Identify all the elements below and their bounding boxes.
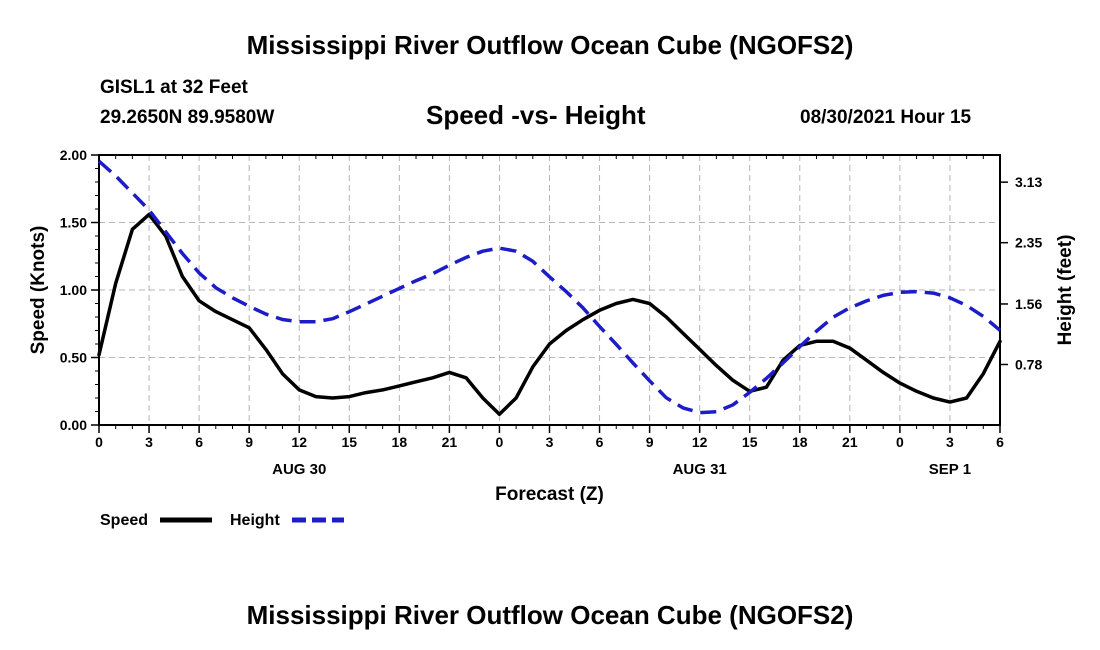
footer-title: Mississippi River Outflow Ocean Cube (NG… [246,600,854,630]
x-tick-label: 6 [596,434,604,450]
y-tick-label: 1.00 [60,282,87,298]
x-tick-label: 3 [546,434,554,450]
x-tick-label: 12 [692,434,708,450]
plot-frame [98,154,1001,426]
legend-label-speed: Speed [100,512,148,529]
chart-title: Mississippi River Outflow Ocean Cube (NG… [246,30,854,60]
station-label: GISL1 at 32 Feet [100,77,248,98]
height-series-line [97,159,1002,415]
x-tick-label: 6 [195,434,203,450]
station-coordinates: 29.2650N 89.9580W [100,107,275,128]
x-tick-label: 9 [245,434,253,450]
y2-tick-label: 2.35 [1015,235,1042,251]
y2-axis-title: Height (feet) [1055,235,1076,346]
x-tick-label: 3 [946,434,954,450]
x-tick-label: 0 [496,434,504,450]
x-tick-label: 12 [291,434,307,450]
x-axis-title: Forecast (Z) [495,484,604,505]
y-tick-label: 1.50 [60,215,87,231]
date-label: AUG 31 [673,461,727,478]
x-tick-label: 15 [742,434,758,450]
x-tick-label: 21 [442,434,458,450]
date-label: AUG 30 [272,461,326,478]
x-tick-label: 9 [646,434,654,450]
date-label: SEP 1 [929,461,971,478]
y2-tick-label: 3.13 [1015,174,1042,190]
plot-title: Speed -vs- Height [426,100,646,130]
x-tick-label: 18 [792,434,808,450]
x-tick-label: 21 [842,434,858,450]
x-tick-label: 18 [392,434,408,450]
x-tick-label: 0 [896,434,904,450]
legend-label-height: Height [230,512,280,529]
y2-tick-label: 0.78 [1015,356,1042,372]
y-tick-label: 0.00 [60,417,87,433]
y2-tick-label: 1.56 [1015,296,1042,312]
forecast-timestamp: 08/30/2021 Hour 15 [800,107,972,128]
x-tick-label: 6 [996,434,1004,450]
y-tick-label: 2.00 [60,147,87,163]
y-tick-label: 0.50 [60,350,87,366]
x-tick-label: 0 [95,434,103,450]
x-tick-label: 3 [145,434,153,450]
x-tick-label: 15 [341,434,357,450]
y-axis-title: Speed (Knots) [28,226,49,355]
speed-series-line [97,212,1002,416]
